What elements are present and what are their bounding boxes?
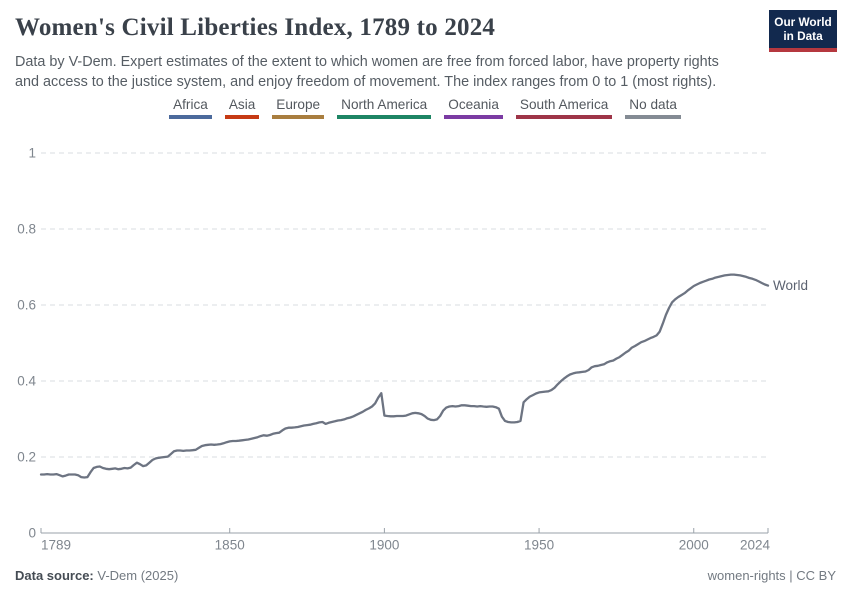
x-axis-tick-label: 1900	[369, 538, 399, 553]
data-source-value: V-Dem (2025)	[93, 568, 179, 583]
data-source-label: Data source:	[15, 568, 94, 583]
legend-color-swatch	[625, 115, 681, 119]
subtitle-line-2: and access to the justice system, and en…	[15, 73, 717, 90]
world-series-label: World	[773, 278, 808, 293]
world-series-line[interactable]	[39, 273, 770, 479]
legend-label: Europe	[276, 97, 321, 112]
legend-item-south-america[interactable]: South America	[515, 97, 613, 119]
legend-label: Africa	[173, 97, 208, 112]
legend-label: North America	[341, 97, 428, 112]
legend-color-swatch	[515, 115, 613, 119]
license-link[interactable]: women-rights | CC BY	[707, 568, 836, 583]
x-axis-tick-label: 2000	[679, 538, 709, 553]
legend-item-africa[interactable]: Africa	[169, 97, 212, 119]
legend-color-swatch	[272, 115, 325, 119]
y-axis-tick-label: 1	[28, 146, 36, 161]
data-source-note: Data source: V-Dem (2025)	[15, 568, 178, 583]
owid-logo-line1: Our World	[774, 15, 832, 29]
owid-logo[interactable]: Our World in Data	[769, 10, 837, 52]
legend-item-north-america[interactable]: North America	[337, 97, 432, 119]
legend-label: Asia	[228, 97, 256, 112]
legend-color-swatch	[337, 115, 432, 119]
subtitle-line-1: Data by V-Dem. Expert estimates of the e…	[15, 54, 719, 70]
legend-item-oceania[interactable]: Oceania	[444, 97, 503, 119]
chart-footer: Data source: V-Dem (2025) women-rights |…	[15, 568, 836, 583]
x-axis-tick-label: 1850	[215, 538, 245, 553]
y-axis-tick-label: 0.4	[17, 374, 36, 389]
legend-item-asia[interactable]: Asia	[224, 97, 260, 119]
owid-logo-line2: in Data	[783, 29, 823, 44]
legend-label: No data	[629, 97, 677, 112]
y-axis-tick-label: 0	[28, 526, 36, 541]
page-title: Women's Civil Liberties Index, 1789 to 2…	[15, 14, 496, 41]
y-axis-tick-label: 0.6	[17, 298, 36, 313]
y-axis-tick-label: 0.2	[17, 450, 36, 465]
chart-subtitle: Data by V-Dem. Expert estimates of the e…	[15, 53, 719, 93]
legend-color-swatch	[224, 115, 260, 119]
x-axis-tick-label: 1789	[41, 538, 71, 553]
x-axis-tick-label: 1950	[524, 538, 554, 553]
chart-legend: Africa Asia Europe North America Oceania Sout…	[0, 97, 850, 119]
legend-label: Oceania	[448, 97, 499, 112]
y-axis-tick-label: 0.8	[17, 222, 36, 237]
x-axis-tick-label: 2024	[740, 538, 771, 553]
legend-item-no-data[interactable]: No data	[625, 97, 681, 119]
legend-label: South America	[519, 97, 609, 112]
legend-item-europe[interactable]: Europe	[272, 97, 325, 119]
legend-color-swatch	[444, 115, 503, 119]
legend-color-swatch	[169, 115, 212, 119]
